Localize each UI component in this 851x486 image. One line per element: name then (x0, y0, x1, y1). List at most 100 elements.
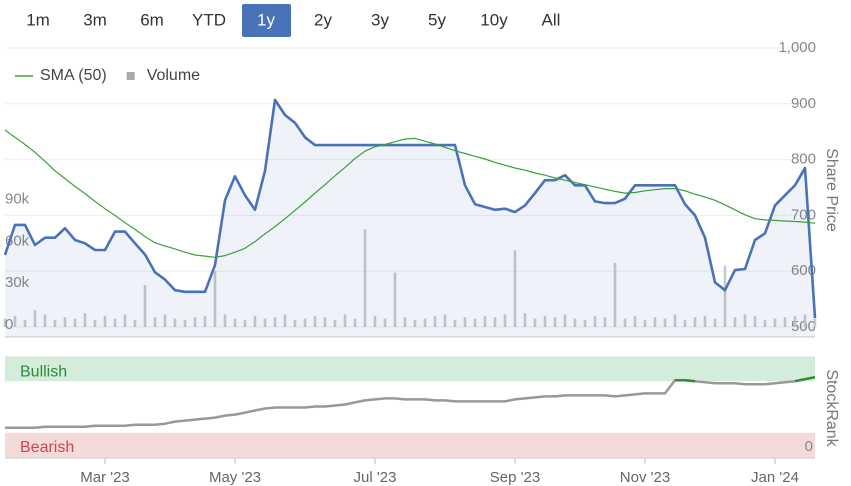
volume-bar (593, 315, 597, 327)
volume-bar (153, 317, 157, 327)
volume-bar (63, 317, 67, 327)
band (5, 357, 815, 382)
y-tick-label: 0 (805, 438, 813, 455)
sma-line (4, 129, 816, 258)
volume-bar (633, 315, 637, 327)
volume-bar (193, 317, 197, 327)
volume-bar (233, 318, 237, 327)
volume-bar (53, 320, 57, 327)
volume-bar (133, 320, 137, 327)
volume-bar (283, 314, 287, 327)
volume-bar (303, 318, 307, 327)
volume-bar (103, 315, 107, 327)
range-button[interactable]: 5y (428, 10, 446, 29)
volume-bar (793, 315, 797, 327)
volume-bar (523, 313, 527, 327)
y-tick-label: 500 (791, 318, 816, 335)
volume-bar (113, 318, 117, 327)
volume-bar (563, 314, 567, 327)
volume-bar (223, 314, 227, 327)
volume-bar (493, 317, 497, 327)
band-label: Bullish (20, 363, 67, 380)
range-button[interactable]: 1m (26, 10, 50, 29)
volume-bar (613, 262, 617, 327)
volume-bar (603, 317, 607, 327)
volume-bar (653, 317, 657, 327)
stockrank-line (5, 375, 816, 429)
volume-bar (783, 317, 787, 327)
volume-bar (413, 320, 417, 327)
volume-bar (363, 229, 367, 327)
range-button[interactable]: 3m (83, 10, 107, 29)
range-button[interactable]: All (542, 10, 561, 29)
volume-bar (763, 320, 767, 327)
range-button[interactable]: 10y (480, 10, 508, 29)
volume-bar (183, 320, 187, 327)
legend-label: SMA (50) (40, 67, 107, 84)
range-button[interactable]: YTD (192, 10, 226, 29)
y2-tick-label: 90k (5, 190, 30, 207)
volume-bar (403, 317, 407, 327)
volume-bar (443, 314, 447, 327)
volume-bar (453, 320, 457, 327)
selected-button[interactable] (242, 4, 291, 37)
volume-bar (713, 318, 717, 327)
volume-bar (623, 318, 627, 327)
stockrank-bullish (675, 375, 816, 383)
volume-bar (263, 318, 267, 327)
volume-bar (393, 272, 397, 327)
volume-bar (483, 315, 487, 327)
volume-bar (313, 315, 317, 327)
volume-bar (513, 250, 517, 327)
volume-bar (323, 317, 327, 327)
volume-bar (123, 314, 127, 327)
volume-bar (73, 318, 77, 327)
volume-bar (703, 315, 707, 327)
x-tick-label: Jul '23 (354, 469, 397, 486)
volume-bar (333, 320, 337, 327)
volume-bar (543, 315, 547, 327)
volume-bar (693, 317, 697, 327)
price-area (5, 99, 815, 338)
range-buttons: 1m 3m 6m YTD 1y 2y 3y 5y 10y All (26, 4, 560, 37)
volume-bar (803, 314, 807, 327)
volume-bar (163, 314, 167, 327)
volume-bar (373, 315, 377, 327)
volume-bar (243, 320, 247, 327)
range-button[interactable]: 1y (257, 10, 275, 29)
range-button[interactable]: 6m (140, 10, 164, 29)
y-axis-label: Share Price (823, 148, 840, 232)
range-button[interactable]: 3y (371, 10, 389, 29)
volume-bar (503, 314, 507, 327)
volume-bar (463, 317, 467, 327)
volume-bar (743, 314, 747, 327)
legend-label: Volume (147, 67, 200, 84)
volume-bar (13, 315, 17, 327)
volume-bar (353, 318, 357, 327)
volume-bar (663, 318, 667, 327)
volume-bar (173, 318, 177, 327)
volume-bar (93, 320, 97, 327)
y-axis-label: StockRank (823, 369, 840, 447)
range-button[interactable]: 2y (314, 10, 332, 29)
volume-bar (33, 310, 37, 327)
volume-bar (533, 318, 537, 327)
x-tick-label: May '23 (209, 469, 261, 486)
volume-bar (573, 318, 577, 327)
volume-bar (3, 318, 7, 327)
volume-bar (383, 318, 387, 327)
y-tick-label: 700 (791, 206, 816, 223)
volume-bar (583, 320, 587, 327)
x-tick-label: Jan '24 (751, 469, 799, 486)
y2-tick-label: 0 (5, 316, 13, 333)
volume-bar (723, 265, 727, 327)
x-tick-label: Nov '23 (620, 469, 670, 486)
volume-bar (83, 313, 87, 327)
y-tick-label: 600 (791, 262, 816, 279)
volume-bar (433, 315, 437, 327)
volume-bar (23, 320, 27, 327)
volume-bar (643, 320, 647, 327)
volume-bar (43, 314, 47, 327)
x-tick-label: Sep '23 (490, 469, 540, 486)
band-label: Bearish (20, 439, 74, 456)
